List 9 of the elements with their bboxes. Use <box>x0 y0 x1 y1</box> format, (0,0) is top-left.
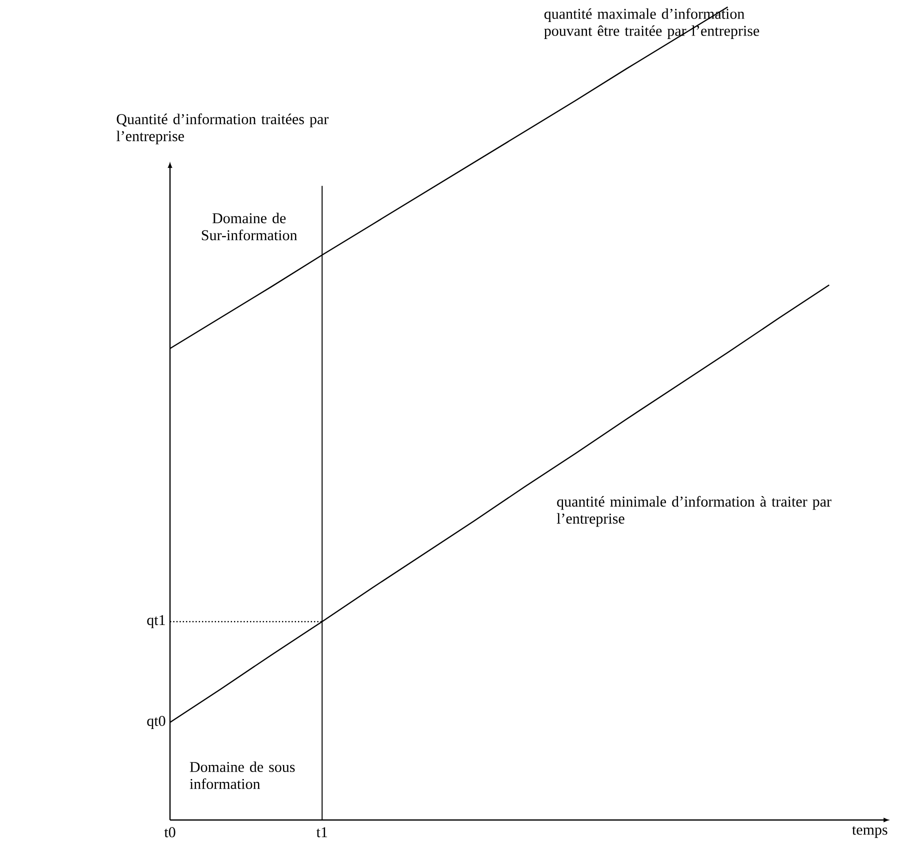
annotation: Domaine de Sur-information <box>202 212 298 240</box>
x-axis-title: temps <box>852 826 888 838</box>
text: qt1 <box>147 615 165 628</box>
x-tick-label: t1 <box>316 827 328 838</box>
y-axis-title: Quantité d’information traitées par l’entreprise <box>116 114 329 144</box>
x-tick-label: t0 <box>164 827 176 838</box>
annotation: Domaine de sous information <box>190 762 295 790</box>
series-label: quantité minimale d’information à traiter par l’entreprise <box>556 496 832 527</box>
text: qt0 <box>147 716 166 730</box>
